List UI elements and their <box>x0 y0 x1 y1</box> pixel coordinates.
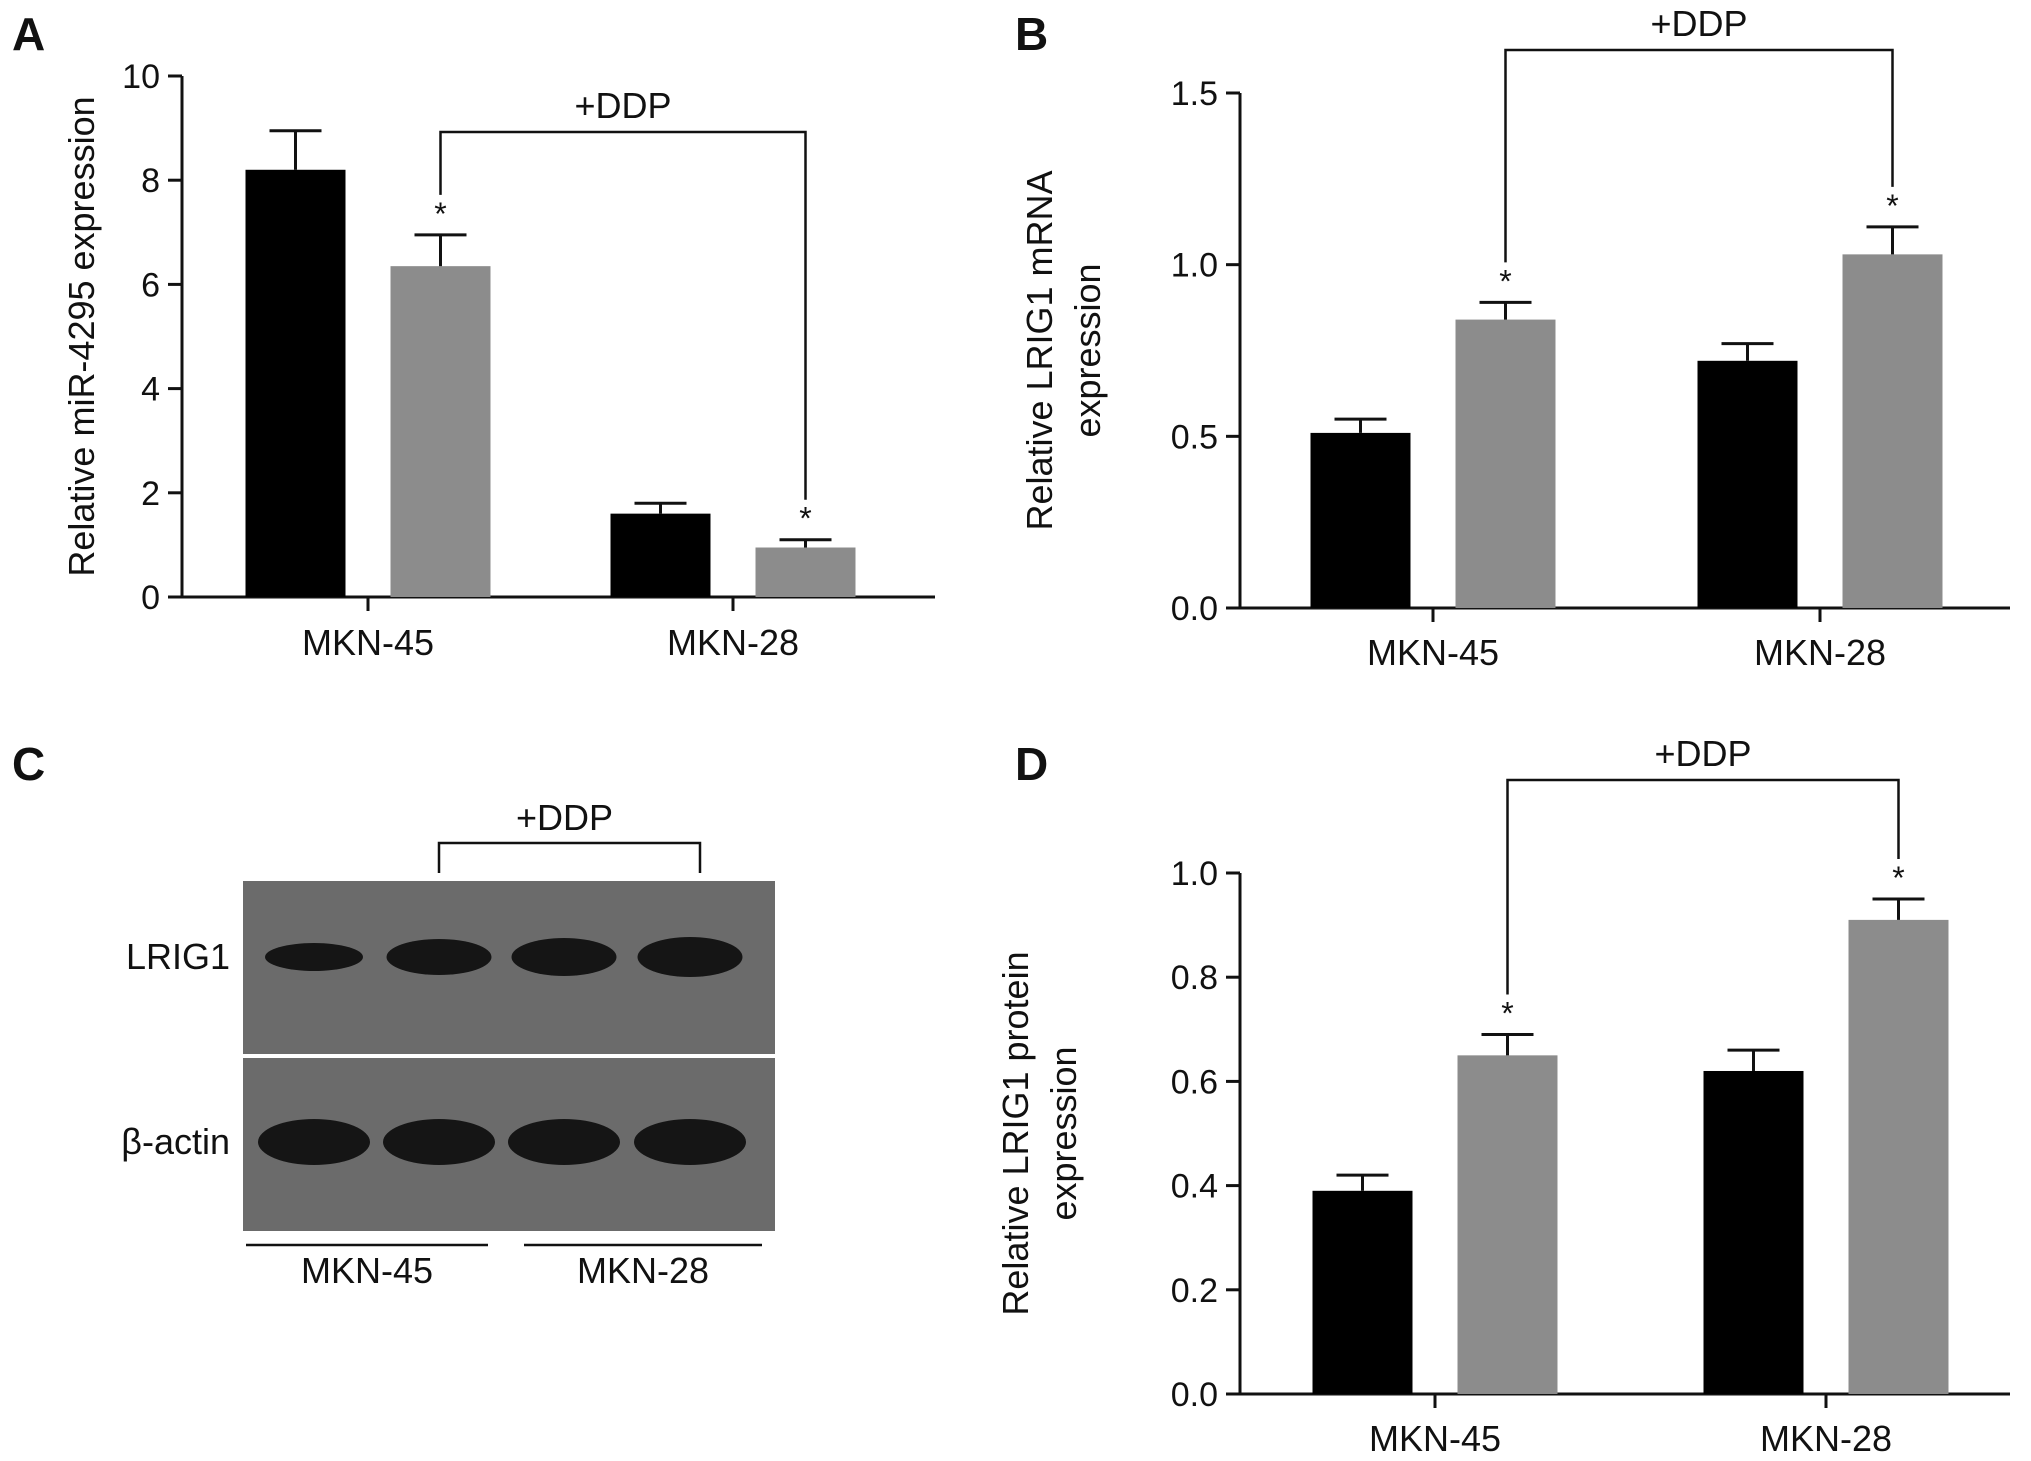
y-axis-title-line: expression <box>1067 263 1108 437</box>
blot-row-label: β-actin <box>121 1121 230 1162</box>
significance-star: * <box>1501 996 1513 1032</box>
y-tick-label: 0.8 <box>1171 959 1218 997</box>
blot-group-label: MKN-28 <box>577 1250 709 1291</box>
bar-ddp-mkn-28 <box>755 547 856 597</box>
y-axis-title-line: expression <box>1043 1046 1084 1220</box>
y-axis-title-line: Relative LRIG1 protein <box>995 951 1036 1315</box>
category-label: MKN-28 <box>1760 1418 1892 1459</box>
y-tick-label: 1.0 <box>1171 855 1218 893</box>
blot-band-lrig1-lane-4 <box>637 937 743 977</box>
bar-control-mkn-28 <box>1697 360 1798 608</box>
blot-band-lrig1-lane-3 <box>511 938 617 976</box>
y-tick-label: 10 <box>122 58 160 96</box>
blot-group-label: MKN-45 <box>301 1250 433 1291</box>
blot-band-beta-actin-lane-3 <box>508 1119 620 1165</box>
bar-ddp-mkn-28 <box>1848 919 1949 1394</box>
bar-control-mkn-45 <box>1312 1190 1413 1394</box>
chart-panel-D: D 0.0 0.2 0.4 0.6 0.8 1.0 MKN-45 MKN-28 Relative … <box>995 733 2010 1459</box>
y-tick-label: 0 <box>141 579 160 617</box>
bar-control-mkn-45 <box>1310 432 1411 608</box>
significance-star: * <box>434 196 446 232</box>
blot-band-lrig1-lane-2 <box>386 939 492 975</box>
y-axis-title: Relative LRIG1 mRNA expression <box>1019 170 1108 530</box>
chart-panel-A: A 0 2 4 6 8 10 MKN-45 MKN-28 Relative miR-4295 ex… <box>12 8 935 663</box>
chart-panel-B: B 0.0 0.5 1.0 1.5 MKN-45 MKN-28 Relative LRIG1 … <box>1015 3 2010 673</box>
significance-star: * <box>1892 860 1904 896</box>
blot-band-beta-actin-lane-1 <box>258 1119 370 1165</box>
panel-letter: B <box>1015 8 1048 60</box>
category-label: MKN-45 <box>1367 632 1499 673</box>
ddp-bracket <box>437 841 702 873</box>
bar-ddp-mkn-45 <box>1455 319 1556 608</box>
ddp-bracket-label: +DDP <box>516 797 613 838</box>
ddp-bracket-label: +DDP <box>574 85 671 126</box>
y-tick-label: 8 <box>141 162 160 200</box>
category-label: MKN-28 <box>667 622 799 663</box>
y-axis-title-line: Relative miR-4295 expression <box>61 96 102 576</box>
panel-letter: D <box>1015 738 1048 790</box>
bar-control-mkn-28 <box>1703 1070 1804 1394</box>
bar-control-mkn-45 <box>245 169 346 597</box>
panel-letter: A <box>12 8 45 60</box>
blot-panel-C: C LRIG1 β-actin +DDP MKN-45 MKN-28 <box>12 738 775 1291</box>
y-tick-label: 4 <box>141 371 160 409</box>
y-tick-label: 0.6 <box>1171 1063 1218 1101</box>
y-tick-label: 0.5 <box>1171 418 1218 456</box>
y-axis-title: Relative miR-4295 expression <box>61 96 102 576</box>
blot-row-label: LRIG1 <box>126 936 230 977</box>
y-tick-label: 0.0 <box>1171 590 1218 628</box>
blot-band-beta-actin-lane-4 <box>634 1119 746 1165</box>
significance-star: * <box>1886 188 1898 224</box>
y-tick-label: 2 <box>141 475 160 513</box>
blot-band-lrig1-lane-1 <box>265 943 363 971</box>
ddp-bracket <box>439 130 807 500</box>
ddp-bracket <box>1506 778 1900 995</box>
y-tick-label: 1.0 <box>1171 247 1218 285</box>
y-axis-title-line: Relative LRIG1 mRNA <box>1019 170 1060 530</box>
blot-band-beta-actin-lane-2 <box>383 1119 495 1165</box>
y-axis-title: Relative LRIG1 protein expression <box>995 951 1084 1315</box>
y-tick-label: 6 <box>141 266 160 304</box>
bar-ddp-mkn-45 <box>1457 1055 1558 1394</box>
ddp-bracket <box>1504 48 1894 263</box>
category-label: MKN-45 <box>302 622 434 663</box>
bar-ddp-mkn-45 <box>390 266 491 597</box>
y-tick-label: 0.2 <box>1171 1272 1218 1310</box>
bar-ddp-mkn-28 <box>1842 254 1943 608</box>
y-tick-label: 1.5 <box>1171 75 1218 113</box>
significance-star: * <box>799 501 811 537</box>
category-label: MKN-45 <box>1369 1418 1501 1459</box>
y-tick-label: 0.0 <box>1171 1376 1218 1414</box>
ddp-bracket-label: +DDP <box>1650 3 1747 44</box>
panel-letter: C <box>12 738 45 790</box>
y-tick-label: 0.4 <box>1171 1168 1218 1206</box>
category-label: MKN-28 <box>1754 632 1886 673</box>
ddp-bracket-label: +DDP <box>1654 733 1751 774</box>
bar-control-mkn-28 <box>610 513 711 597</box>
significance-star: * <box>1499 263 1511 299</box>
